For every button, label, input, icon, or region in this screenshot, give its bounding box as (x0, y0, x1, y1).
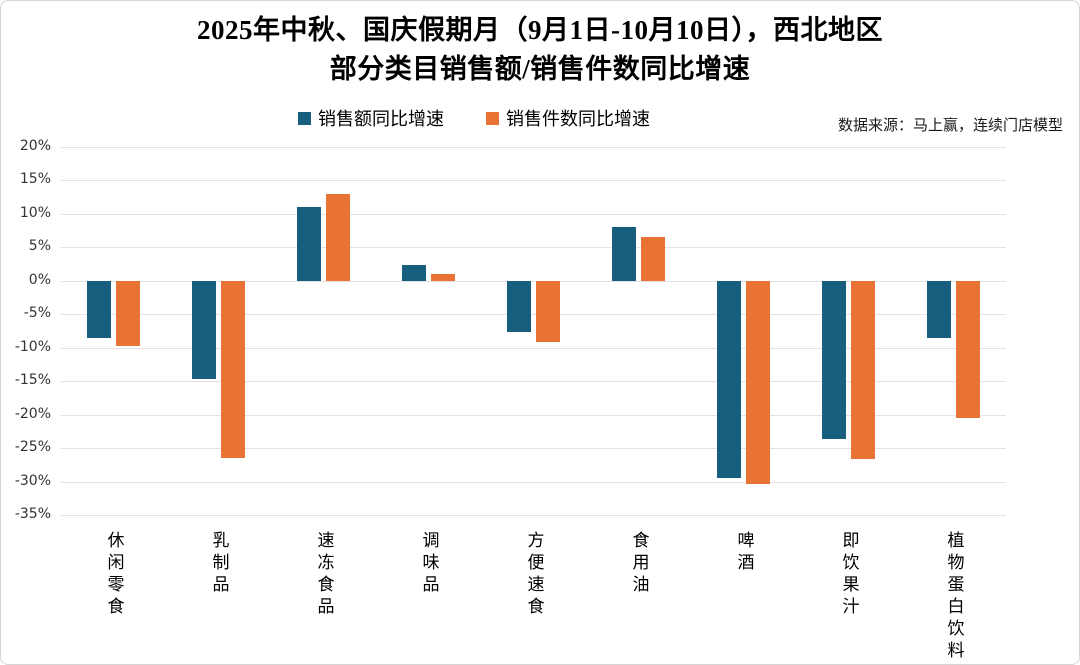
bar-sales-revenue (192, 280, 216, 380)
bar-sales-revenue (87, 280, 111, 339)
legend: 销售额同比增速 销售件数同比增速 (298, 105, 650, 131)
x-axis-category-label: 植物蛋白饮料 (944, 531, 964, 663)
x-axis-category-label: 速冻食品 (314, 531, 334, 619)
y-axis-tick-label: -25% (14, 439, 51, 456)
x-axis-category-label: 食用油 (629, 531, 649, 597)
chart-title-line2: 部分类目销售额/销售件数同比增速 (329, 54, 751, 84)
bar-units-sold (116, 280, 140, 346)
gridline (61, 515, 1006, 516)
gridline (61, 381, 1006, 383)
y-axis-tick-label: 10% (19, 204, 51, 221)
gridline (61, 448, 1006, 450)
plot-area (61, 147, 1006, 516)
gridline (61, 180, 1006, 182)
source-note: 数据来源：马上赢，连续门店模型 (837, 118, 1063, 134)
bar-sales-revenue (717, 280, 741, 478)
legend-item-units-sold: 销售件数同比增速 (486, 105, 650, 131)
legend-label-units-sold: 销售件数同比增速 (506, 109, 650, 129)
x-axis-category-label: 即饮果汁 (839, 531, 859, 619)
bar-units-sold (851, 280, 875, 460)
y-axis-tick-label: -15% (14, 372, 51, 389)
legend-swatch-sales-revenue-icon (298, 111, 311, 125)
gridline (61, 247, 1006, 249)
bar-sales-revenue (297, 206, 321, 281)
gridline (61, 347, 1006, 349)
bar-sales-revenue (612, 226, 636, 281)
bar-units-sold (431, 274, 455, 281)
bar-sales-revenue (822, 280, 846, 440)
y-axis-tick-label: -35% (14, 506, 51, 522)
x-axis-category-label: 休闲零食 (104, 531, 124, 619)
bar-units-sold (746, 280, 770, 485)
bar-sales-revenue (402, 265, 426, 281)
y-axis-tick-label: 0% (28, 271, 51, 288)
bar-sales-revenue (507, 280, 531, 333)
bar-units-sold (641, 237, 665, 281)
gridline (61, 280, 1006, 282)
y-axis-tick-label: -20% (14, 405, 51, 422)
x-axis-category-label: 调味品 (419, 531, 439, 597)
y-axis-tick-label: 15% (19, 171, 51, 188)
gridline (61, 414, 1006, 416)
y-axis-tick-label: 20% (19, 138, 51, 154)
bar-units-sold (956, 280, 980, 418)
y-axis-tick-label: -10% (14, 338, 51, 355)
x-axis-category-label: 方便速食 (524, 531, 544, 619)
bar-units-sold (536, 280, 560, 342)
gridline (61, 147, 1006, 148)
bar-sales-revenue (927, 280, 951, 338)
gridline (61, 481, 1006, 483)
legend-item-sales-revenue: 销售额同比增速 (298, 105, 444, 131)
bar-units-sold (326, 193, 350, 281)
y-axis-tick-label: -30% (14, 472, 51, 489)
bar-units-sold (221, 280, 245, 459)
x-axis-category-label: 乳制品 (209, 531, 229, 597)
y-axis-tick-label: -5% (23, 305, 51, 322)
gridline (61, 213, 1006, 215)
chart-title: 2025年中秋、国庆假期月（9月1日-10月10日），西北地区 部分类目销售额/… (1, 11, 1079, 89)
legend-swatch-units-sold-icon (486, 111, 499, 125)
gridline (61, 314, 1006, 316)
x-axis-category-label: 啤酒 (734, 531, 754, 575)
legend-label-sales-revenue: 销售额同比增速 (318, 109, 444, 129)
y-axis-tick-label: 5% (28, 238, 51, 255)
chart-title-line1: 2025年中秋、国庆假期月（9月1日-10月10日），西北地区 (197, 15, 883, 45)
